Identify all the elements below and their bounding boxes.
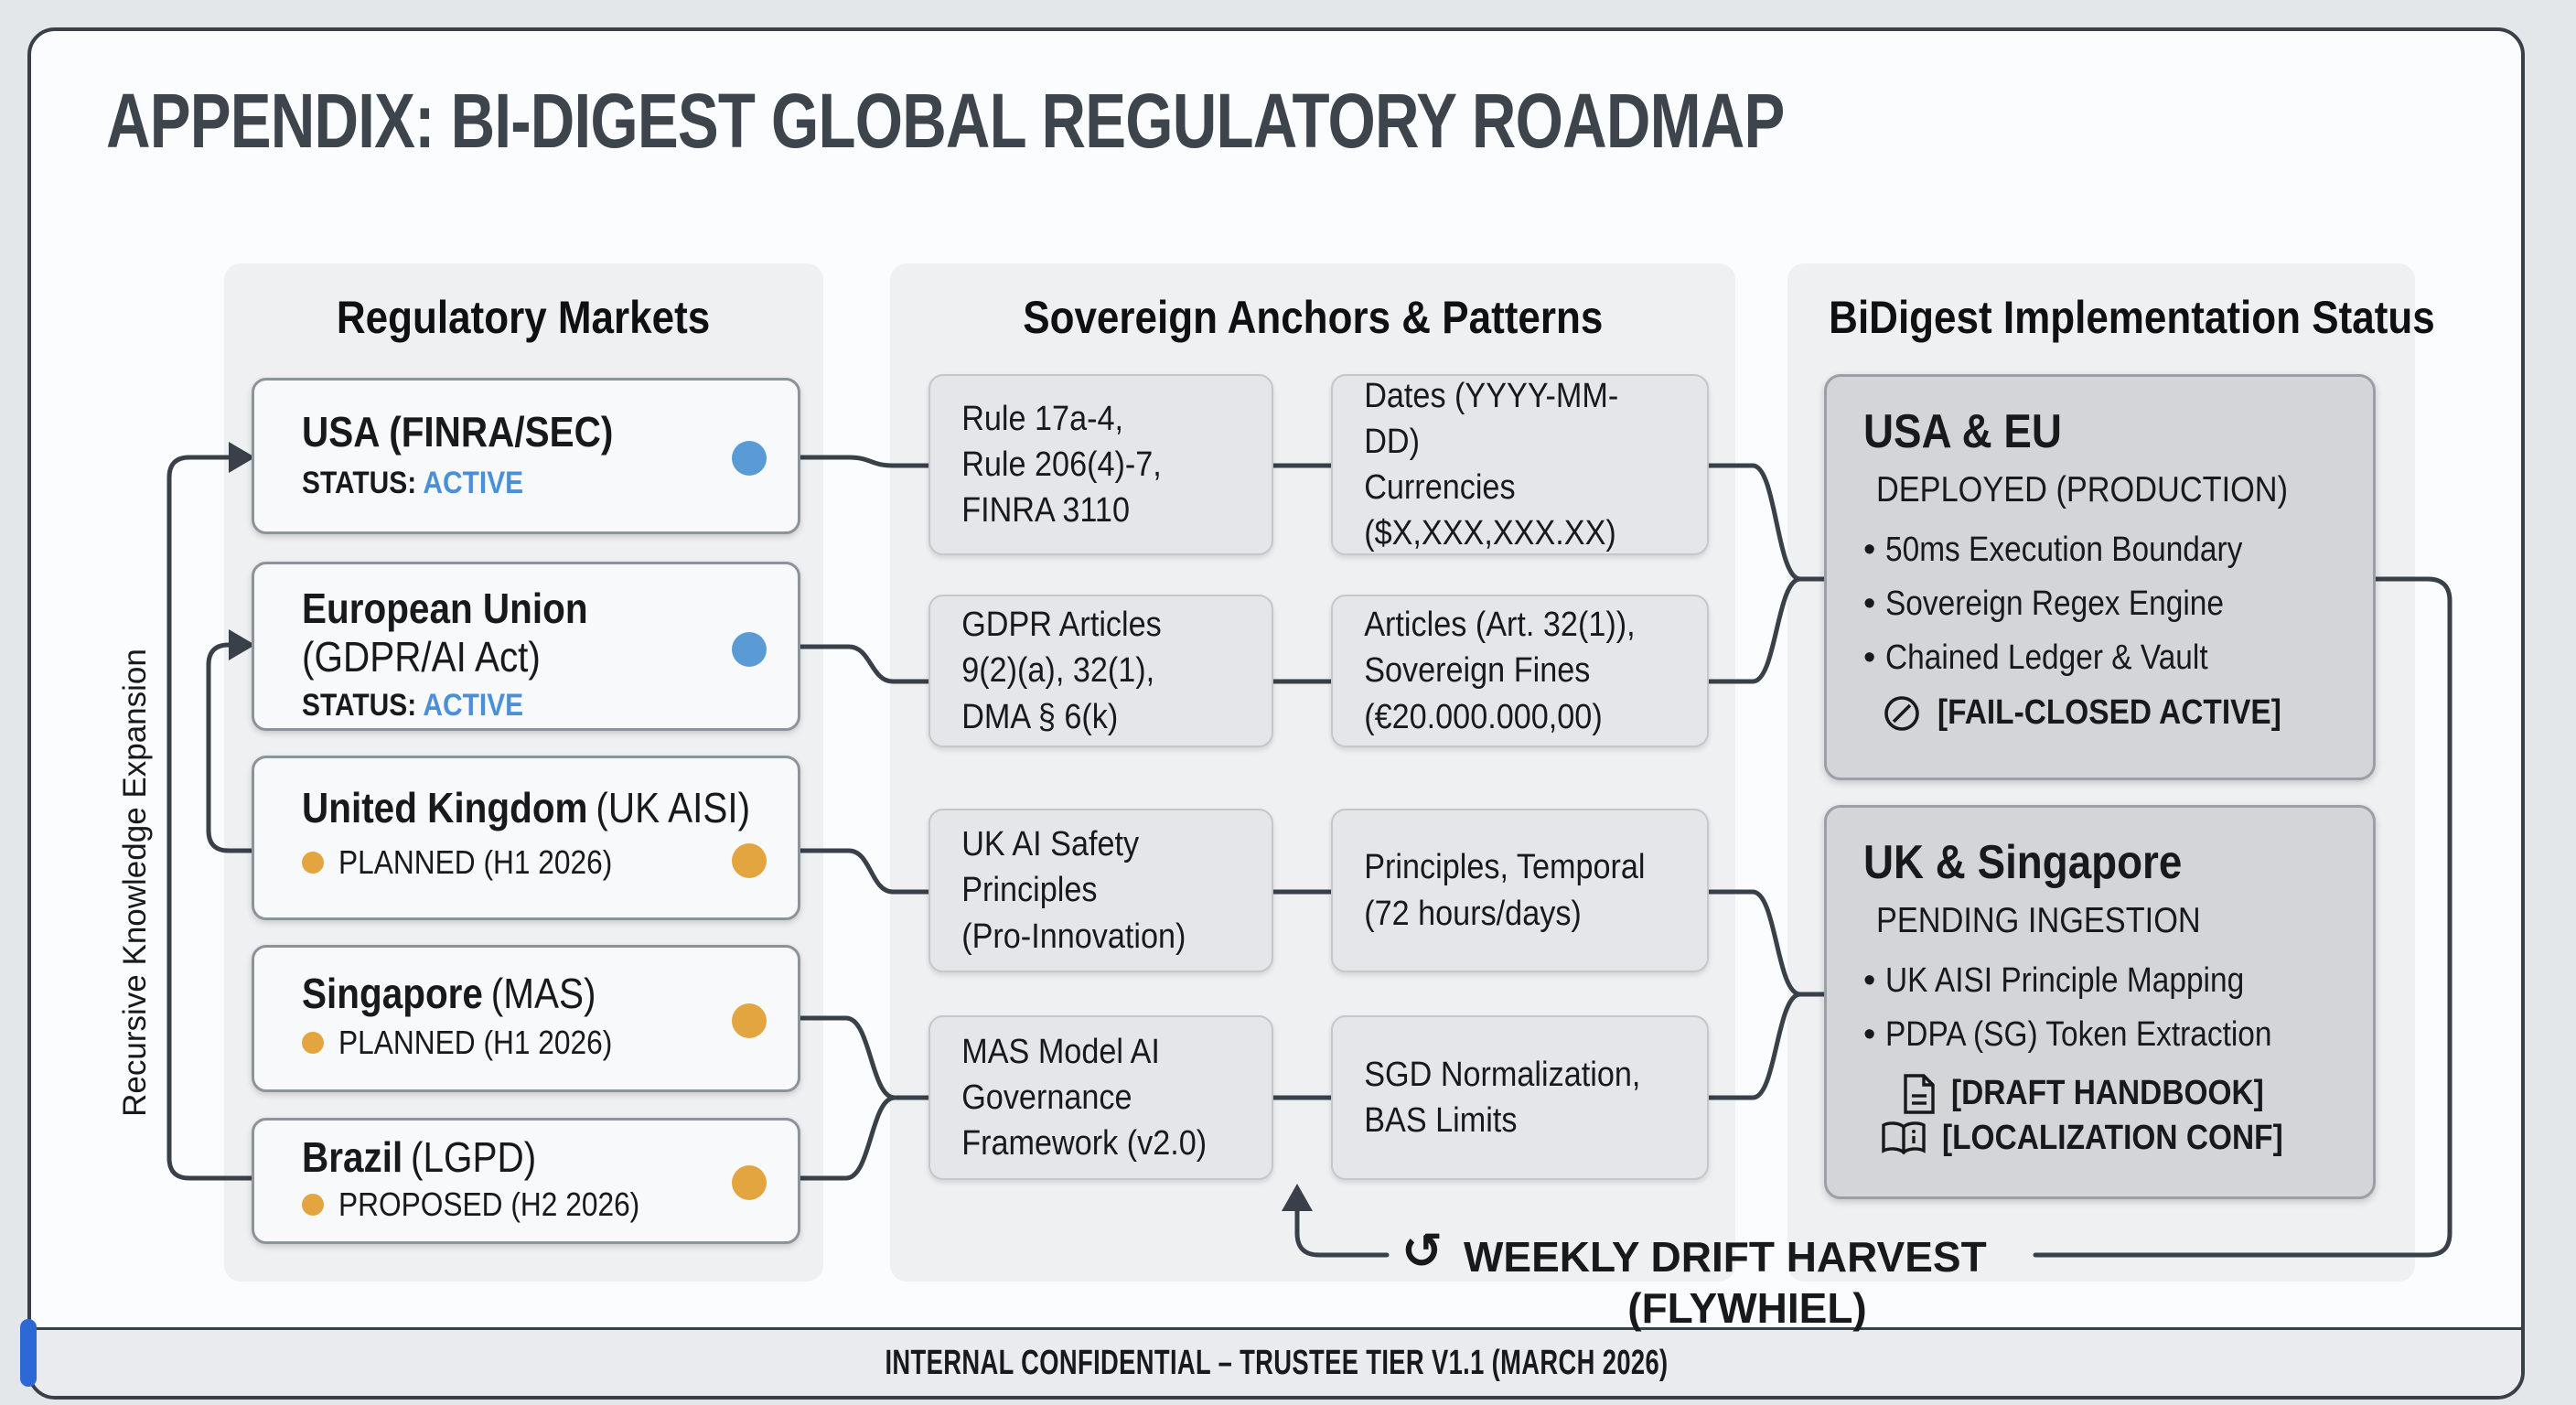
status-bullet: UK AISI Principle Mapping xyxy=(1863,954,2345,1008)
anchor-text: UK AI Safety Principles (Pro-Innovation) xyxy=(961,825,1186,956)
pattern-box-eu: Articles (Art. 32(1)), Sovereign Fines (… xyxy=(1331,595,1709,747)
status-bullet: PDPA (SG) Token Extraction xyxy=(1863,1008,2345,1062)
eu-status-dot-icon xyxy=(732,632,767,667)
arrow-into-eu-icon xyxy=(229,629,255,660)
brazil-status-dot-icon xyxy=(732,1165,767,1200)
pattern-box-uk: Principles, Temporal (72 hours/days) xyxy=(1331,809,1709,972)
book-icon xyxy=(1880,1119,1927,1159)
badge-label: [LOCALIZATION CONF] xyxy=(1941,1119,2283,1158)
badge-label: [DRAFT HANDBOOK] xyxy=(1951,1074,2265,1113)
market-card-brazil: Brazil (LGPD) PROPOSED (H2 2026) xyxy=(252,1118,800,1244)
usa-status-dot-icon xyxy=(732,441,767,476)
status-card-uk-sg: UK & Singapore PENDING INGESTION UK AISI… xyxy=(1824,805,2376,1199)
status-header: BiDigest Implementation Status xyxy=(1829,292,2435,343)
anchor-box-eu: GDPR Articles 9(2)(a), 32(1), DMA § 6(k) xyxy=(928,595,1273,747)
proposed-dot-icon xyxy=(302,1194,324,1217)
planned-dot-icon xyxy=(302,852,324,874)
status-bullet: 50ms Execution Boundary xyxy=(1863,523,2345,577)
anchor-text: MAS Model AI Governance Framework (v2.0) xyxy=(961,1032,1208,1164)
market-title: United Kingdom xyxy=(302,784,588,831)
uk-status-dot-icon xyxy=(732,843,767,878)
page-title: APPENDIX: BI-DIGEST GLOBAL REGULATORY RO… xyxy=(106,78,1785,164)
localization-conf-badge: [LOCALIZATION CONF] xyxy=(1863,1119,2345,1159)
market-status: PLANNED (H1 2026) xyxy=(338,1024,613,1062)
market-status: PROPOSED (H2 2026) xyxy=(338,1185,640,1224)
flywheel-right-line xyxy=(2033,576,2453,1258)
anchor-text: GDPR Articles 9(2)(a), 32(1), DMA § 6(k) xyxy=(961,606,1162,736)
status-bullet: Chained Ledger & Vault xyxy=(1863,631,2345,685)
flywheel-cycle-icon: ↺ xyxy=(1401,1222,1444,1280)
anchor-box-uk: UK AI Safety Principles (Pro-Innovation) xyxy=(928,809,1273,972)
market-card-singapore: Singapore (MAS) PLANNED (H1 2026) xyxy=(252,945,800,1092)
pattern-box-usa: Dates (YYYY-MM-DD) Currencies ($X,XXX,XX… xyxy=(1331,374,1709,555)
market-status: PLANNED (H1 2026) xyxy=(338,843,613,882)
document-icon xyxy=(1902,1073,1937,1115)
status-label: STATUS: xyxy=(302,466,417,501)
market-suffix: (MAS) xyxy=(490,970,596,1017)
flywheel-label-line1: WEEKLY DRIFT HARVEST xyxy=(1464,1233,1987,1281)
footer-text: INTERNAL CONFIDENTIAL – TRUSTEE TIER V1.… xyxy=(884,1343,1669,1382)
market-card-uk: United Kingdom (UK AISI) PLANNED (H1 2026… xyxy=(252,756,800,920)
singapore-status-dot-icon xyxy=(732,1003,767,1038)
anchor-text: Rule 17a-4, Rule 206(4)-7, FINRA 3110 xyxy=(961,399,1162,531)
anchor-box-usa: Rule 17a-4, Rule 206(4)-7, FINRA 3110 xyxy=(928,374,1273,555)
market-title: Brazil xyxy=(302,1133,403,1181)
status-value: ACTIVE xyxy=(423,466,524,501)
market-card-usa: USA (FINRA/SEC) STATUS: ACTIVE xyxy=(252,378,800,534)
recursive-expansion-label: Recursive Knowledge Expansion xyxy=(117,649,153,1117)
outer-recursion-line xyxy=(166,455,254,1181)
draft-handbook-badge: [DRAFT HANDBOOK] xyxy=(1863,1073,2345,1115)
arrow-up-flywheel-icon xyxy=(1282,1184,1313,1211)
market-title: European Union xyxy=(302,585,588,632)
pattern-text: Principles, Temporal (72 hours/days) xyxy=(1364,848,1646,933)
market-title: Singapore xyxy=(302,970,483,1017)
markets-header: Regulatory Markets xyxy=(337,292,711,343)
status-card-title: UK & Singapore xyxy=(1863,836,2183,889)
fail-closed-badge: [FAIL-CLOSED ACTIVE] xyxy=(1863,692,2345,735)
market-suffix: (UK AISI) xyxy=(596,784,751,831)
anchor-box-sg: MAS Model AI Governance Framework (v2.0) xyxy=(928,1015,1273,1180)
pattern-text: Dates (YYYY-MM-DD) Currencies ($X,XXX,XX… xyxy=(1364,376,1619,553)
market-subtitle: (GDPR/AI Act) xyxy=(302,633,541,681)
market-card-eu: European Union (GDPR/AI Act) STATUS: ACT… xyxy=(252,562,800,731)
market-suffix: (LGPD) xyxy=(411,1133,537,1181)
arrow-into-usa-icon xyxy=(229,442,255,473)
status-card-subtitle: PENDING INGESTION xyxy=(1876,901,2201,940)
flywheel-label-line2: (FLYWHIEL) xyxy=(1627,1284,1867,1332)
flywheel-left-line xyxy=(1294,1207,1390,1258)
blue-accent-bar xyxy=(20,1319,37,1387)
anchors-header: Sovereign Anchors & Patterns xyxy=(1022,292,1604,343)
pattern-text: Articles (Art. 32(1)), Sovereign Fines (… xyxy=(1364,606,1636,736)
status-value: ACTIVE xyxy=(423,687,524,723)
status-label: STATUS: xyxy=(302,687,417,723)
status-card-usa-eu: USA & EU DEPLOYED (PRODUCTION) 50ms Exec… xyxy=(1824,374,2376,780)
planned-dot-icon xyxy=(302,1032,324,1055)
status-card-title: USA & EU xyxy=(1863,405,2062,458)
badge-label: [FAIL-CLOSED ACTIVE] xyxy=(1937,693,2281,733)
status-card-subtitle: DEPLOYED (PRODUCTION) xyxy=(1876,470,2289,509)
inner-recursion-line xyxy=(206,642,254,853)
pattern-box-sg: SGD Normalization, BAS Limits xyxy=(1331,1015,1709,1180)
pattern-text: SGD Normalization, BAS Limits xyxy=(1364,1055,1641,1140)
status-bullet: Sovereign Regex Engine xyxy=(1863,577,2345,631)
fail-closed-icon xyxy=(1881,692,1923,735)
market-title: USA (FINRA/SEC) xyxy=(302,408,614,456)
footer-bar: INTERNAL CONFIDENTIAL – TRUSTEE TIER V1.… xyxy=(31,1327,2521,1396)
